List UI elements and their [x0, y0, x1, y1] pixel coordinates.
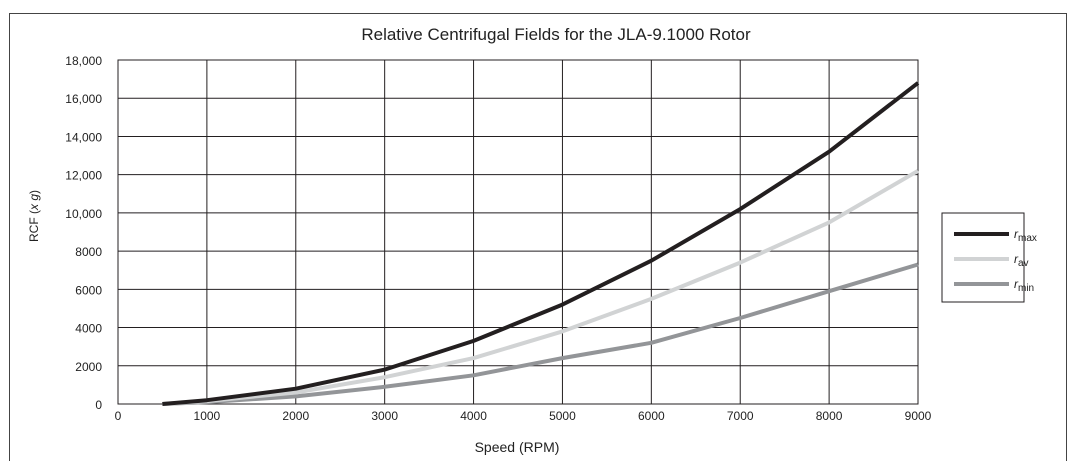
y-tick-label: 18,000 [65, 54, 102, 68]
legend-label-rav: rav [1014, 252, 1029, 269]
y-tick-label: 16,000 [65, 92, 102, 106]
x-tick-label: 8000 [816, 409, 843, 423]
x-tick-label: 3000 [371, 409, 398, 423]
series-line-rmax [162, 81, 920, 406]
y-axis-label-italic: x g [27, 194, 41, 211]
legend-label-sub: max [1018, 233, 1037, 244]
x-tick-label: 4000 [460, 409, 487, 423]
y-axis-label-end: ) [27, 190, 41, 194]
y-axis-ticks: 0 2000 4000 6000 8000 10,000 12,000 14,000 16,00… [65, 54, 102, 412]
y-tick-label: 2000 [75, 360, 102, 374]
y-tick-label: 0 [95, 398, 102, 412]
series-line-rav [162, 169, 920, 406]
y-tick-label: 6000 [75, 283, 102, 297]
x-tick-label: 9000 [905, 409, 932, 423]
x-tick-label: 2000 [282, 409, 309, 423]
x-tick-label: 6000 [638, 409, 665, 423]
chart-title: Relative Centrifugal Fields for the JLA-… [361, 25, 751, 44]
legend-label-rmax: rmax [1014, 227, 1037, 244]
x-tick-label: 5000 [549, 409, 576, 423]
grid [117, 59, 919, 405]
y-tick-label: 8000 [75, 245, 102, 259]
y-tick-label: 4000 [75, 322, 102, 336]
y-tick-label: 10,000 [65, 207, 102, 221]
legend-label-main: r [1014, 277, 1019, 291]
legend-label-main: r [1014, 227, 1019, 241]
series-line-rmin [162, 262, 919, 406]
y-tick-label: 12,000 [65, 169, 102, 183]
x-axis-ticks: 0 1000 2000 3000 4000 5000 6000 7000 8000 9000 [115, 409, 932, 423]
legend-label-main: r [1014, 252, 1019, 266]
x-axis-label: Speed (RPM) [475, 439, 560, 455]
legend-label-sub: min [1018, 283, 1034, 294]
legend-label-rmin: rmin [1014, 277, 1034, 294]
y-tick-label: 14,000 [65, 130, 102, 144]
x-tick-label: 1000 [194, 409, 221, 423]
x-tick-label: 7000 [727, 409, 754, 423]
chart-frame [9, 13, 1067, 461]
y-axis-label: RCF (x g) [27, 190, 41, 242]
plot-lines [162, 81, 920, 406]
y-axis-label-main: RCF ( [27, 210, 41, 242]
x-tick-label: 0 [115, 409, 122, 423]
legend-label-sub: av [1018, 258, 1029, 269]
plot-area-border [117, 59, 919, 405]
